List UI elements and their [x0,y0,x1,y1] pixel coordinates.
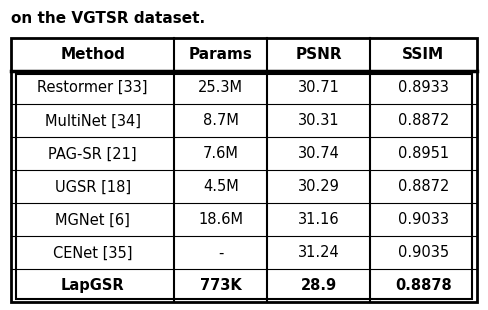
Text: SSIM: SSIM [402,47,445,62]
Text: 25.3M: 25.3M [198,80,243,95]
Text: 18.6M: 18.6M [198,212,243,228]
Text: 0.8951: 0.8951 [398,146,449,161]
Text: LapGSR: LapGSR [61,278,124,294]
Text: PSNR: PSNR [295,47,342,62]
Text: 7.6M: 7.6M [203,146,239,161]
Text: -: - [218,246,224,260]
Text: 0.9035: 0.9035 [398,246,449,260]
Text: 0.8933: 0.8933 [398,80,449,95]
Text: 30.71: 30.71 [298,80,340,95]
Text: 0.9033: 0.9033 [398,212,449,228]
Text: Params: Params [189,47,253,62]
Text: on the VGTSR dataset.: on the VGTSR dataset. [11,11,205,26]
Text: 0.8872: 0.8872 [398,179,449,194]
Text: 773K: 773K [200,278,242,294]
Text: PAG-SR [21]: PAG-SR [21] [48,146,137,161]
Text: 0.8872: 0.8872 [398,113,449,128]
Text: Restormer [33]: Restormer [33] [38,80,148,95]
Text: MGNet [6]: MGNet [6] [55,212,130,228]
Text: 0.8878: 0.8878 [395,278,452,294]
Text: UGSR [18]: UGSR [18] [55,179,131,194]
Text: 31.16: 31.16 [298,212,339,228]
Text: CENet [35]: CENet [35] [53,246,132,260]
Text: 8.7M: 8.7M [203,113,239,128]
Text: Method: Method [60,47,125,62]
Text: 30.31: 30.31 [298,113,339,128]
Text: MultiNet [34]: MultiNet [34] [44,113,141,128]
Text: 31.24: 31.24 [298,246,340,260]
Text: 4.5M: 4.5M [203,179,239,194]
Text: 30.29: 30.29 [298,179,340,194]
Text: 28.9: 28.9 [301,278,337,294]
Text: 30.74: 30.74 [298,146,340,161]
